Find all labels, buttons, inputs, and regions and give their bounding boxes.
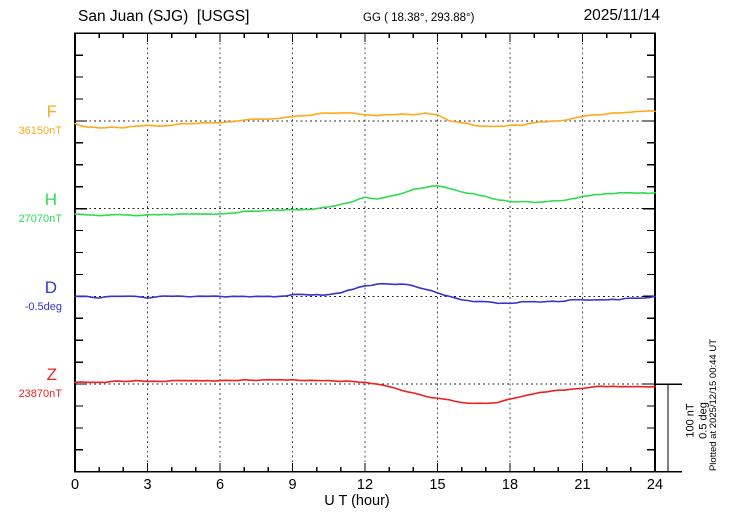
x-tick-label: 18 [502, 477, 518, 493]
plotted-at-note: Plotted at 2025/12/15 00:44 UT [708, 338, 719, 472]
x-tick-label: 9 [288, 477, 296, 493]
series-Z [74, 378, 656, 405]
x-tick-label: 12 [357, 477, 373, 493]
channel-label-F: F [46, 102, 57, 121]
station-title: San Juan (SJG) [USGS] [78, 8, 250, 25]
x-axis-title: U T (hour) [324, 493, 390, 509]
channel-label-H: H [44, 190, 57, 209]
series-H [74, 185, 656, 217]
plot-border [74, 32, 656, 473]
x-tick-label: 15 [429, 477, 445, 493]
scale-label-nT: 100 nT [684, 403, 697, 438]
channel-baseline-F: 36150nT [18, 125, 62, 137]
channel-baseline-Z: 23870nT [18, 388, 62, 400]
channel-label-Z: Z [46, 365, 57, 384]
channel-label-D: D [44, 278, 57, 297]
plot-date: 2025/11/14 [583, 7, 660, 24]
channel-baseline-H: 27070nT [18, 213, 62, 225]
series-F [74, 110, 656, 129]
x-tick-label: 6 [216, 477, 224, 493]
x-tick-label: 3 [143, 477, 151, 493]
x-tick-label: 24 [647, 477, 663, 493]
series-D [74, 282, 656, 305]
channel-baseline-D: -0.5deg [24, 301, 62, 313]
geographic-coordinates: GG ( 18.38°, 293.88°) [363, 12, 475, 24]
x-tick-label: 21 [574, 477, 590, 493]
x-tick-label: 0 [71, 477, 79, 493]
